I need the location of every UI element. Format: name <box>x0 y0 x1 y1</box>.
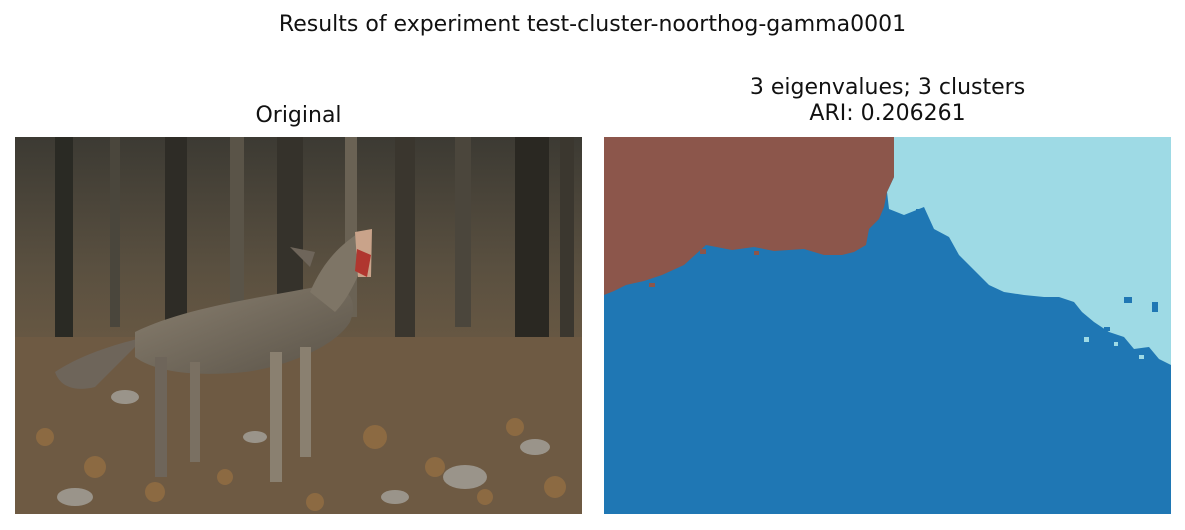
segmentation-title-line1: 3 eigenvalues; 3 clusters <box>749 75 1026 100</box>
original-panel-title: Original <box>255 103 342 128</box>
segmentation-title-line2: ARI: 0.206261 <box>809 101 966 126</box>
cluster-map-icon <box>604 137 1171 514</box>
coyote-photo-icon <box>15 137 582 514</box>
segmentation-panel-title: 3 eigenvalues; 3 clusters ARI: 0.206261 <box>604 75 1171 127</box>
original-image <box>15 137 582 514</box>
segmentation-image <box>604 137 1171 514</box>
figure-suptitle: Results of experiment test-cluster-noort… <box>278 12 907 37</box>
